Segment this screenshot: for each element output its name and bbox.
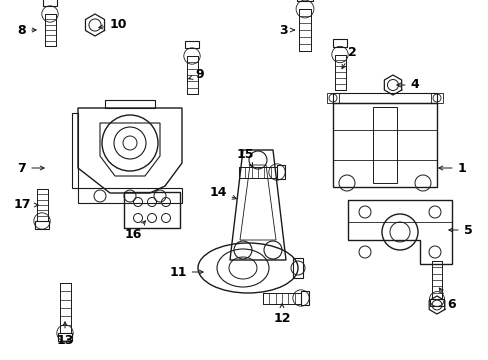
Text: 7: 7 xyxy=(18,162,44,175)
Text: 8: 8 xyxy=(18,23,36,36)
Text: 16: 16 xyxy=(124,221,145,242)
Text: 11: 11 xyxy=(169,266,203,279)
Text: 2: 2 xyxy=(341,45,356,69)
Text: 9: 9 xyxy=(188,68,204,81)
Text: 10: 10 xyxy=(99,18,126,31)
Text: 1: 1 xyxy=(438,162,466,175)
Text: 14: 14 xyxy=(209,185,236,199)
Text: 12: 12 xyxy=(273,304,290,324)
Text: 6: 6 xyxy=(438,288,455,311)
Text: 17: 17 xyxy=(13,198,38,211)
Text: 4: 4 xyxy=(396,78,419,91)
Text: 15: 15 xyxy=(236,148,253,167)
Text: 3: 3 xyxy=(279,23,294,36)
Text: 5: 5 xyxy=(448,224,471,237)
Text: 13: 13 xyxy=(56,322,74,346)
